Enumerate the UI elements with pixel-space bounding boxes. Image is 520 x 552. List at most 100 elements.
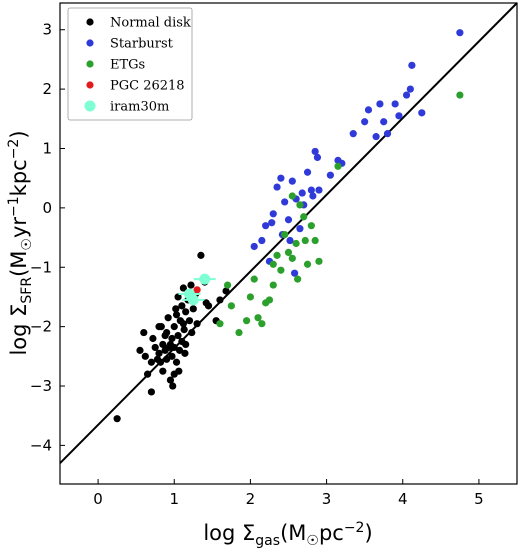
point-normal-disk-26: [174, 331, 182, 340]
point-pgc-26218-0: [193, 286, 201, 294]
point-normal-disk-34: [182, 308, 190, 316]
point-etgs-1: [223, 281, 232, 289]
point-starburst-39: [418, 109, 426, 117]
point-normal-disk-57: [157, 323, 165, 331]
point-normal-disk-58: [179, 320, 187, 328]
point-normal-disk-47: [216, 296, 224, 304]
point-normal-disk-8: [151, 343, 159, 352]
legend-label: iram30m: [110, 100, 169, 115]
point-etgs-5: [246, 293, 255, 301]
point-normal-disk-14: [159, 367, 167, 375]
point-starburst-37: [406, 85, 414, 93]
point-normal-disk-38: [187, 281, 195, 289]
y-tick-label: 2: [42, 80, 52, 98]
axis-ticks: 0 1 2 3 4 5 −4 −3 −2 −1 0 1 2 3: [30, 21, 484, 508]
point-starburst-36: [402, 91, 411, 99]
point-normal-disk-4: [143, 370, 152, 378]
y-tick-label: −3: [30, 377, 52, 395]
point-normal-disk-23: [170, 343, 178, 352]
point-etgs-7: [254, 314, 262, 322]
point-etgs-18: [296, 201, 304, 209]
x-tick-label: 2: [246, 490, 256, 508]
x-tick-label: 1: [169, 490, 179, 508]
point-normal-disk-39: [189, 305, 197, 313]
legend-marker: [86, 81, 94, 89]
point-starburst-23: [315, 186, 323, 194]
point-etgs-24: [334, 162, 342, 170]
point-normal-disk-50: [169, 382, 177, 390]
point-etgs-17: [292, 239, 300, 248]
point-starburst-6: [273, 183, 281, 191]
point-starburst-34: [391, 100, 399, 108]
point-etgs-16: [288, 254, 296, 262]
data-points: [113, 29, 464, 423]
point-normal-disk-25: [172, 358, 181, 366]
point-starburst-10: [284, 216, 293, 224]
legend-label: Normal disk: [110, 16, 191, 31]
point-starburst-19: [307, 186, 315, 194]
point-starburst-9: [281, 198, 289, 206]
point-normal-disk-48: [222, 287, 230, 295]
point-normal-disk-27: [174, 293, 182, 301]
legend-marker: [84, 100, 96, 112]
point-etgs-23: [315, 257, 323, 265]
point-starburst-5: [269, 210, 277, 218]
point-normal-disk-5: [147, 388, 155, 396]
point-normal-disk-59: [170, 370, 178, 378]
point-starburst-29: [364, 106, 373, 114]
point-starburst-40: [456, 29, 464, 37]
point-starburst-13: [290, 269, 299, 277]
point-normal-disk-13: [159, 340, 167, 349]
fit-line: [59, 2, 518, 464]
point-starburst-27: [349, 130, 357, 138]
point-normal-disk-55: [168, 334, 176, 343]
point-starburst-28: [361, 118, 369, 126]
point-starburst-20: [309, 192, 317, 200]
point-normal-disk-30: [178, 302, 186, 310]
point-etgs-0: [216, 320, 224, 328]
point-normal-disk-12: [156, 358, 165, 366]
legend-label: ETGs: [110, 58, 145, 73]
point-starburst-2: [262, 222, 270, 230]
point-normal-disk-42: [197, 251, 205, 259]
point-starburst-31: [376, 100, 384, 108]
point-starburst-33: [383, 130, 392, 138]
point-normal-disk-32: [179, 284, 187, 292]
point-starburst-15: [296, 225, 304, 233]
point-normal-disk-35: [182, 340, 190, 349]
y-tick-label: 3: [42, 21, 52, 39]
point-starburst-18: [303, 168, 312, 176]
y-tick-label: 1: [42, 139, 52, 157]
y-tick-label: −4: [30, 436, 52, 454]
point-normal-disk-7: [149, 334, 157, 343]
point-etgs-10: [265, 296, 274, 304]
point-etgs-25: [269, 260, 277, 268]
point-normal-disk-53: [181, 349, 189, 357]
point-starburst-22: [313, 153, 322, 161]
point-normal-disk-22: [170, 323, 178, 331]
point-normal-disk-0: [113, 415, 121, 423]
point-starburst-30: [372, 133, 380, 141]
point-starburst-32: [380, 118, 388, 126]
point-starburst-16: [298, 189, 306, 197]
point-etgs-22: [311, 236, 319, 245]
y-tick-label: −1: [30, 258, 52, 276]
point-normal-disk-18: [164, 314, 172, 322]
legend-marker: [86, 39, 94, 47]
y-axis-label: log ΣSFR(M☉yr−1kpc−2): [6, 130, 35, 355]
point-etgs-13: [277, 266, 285, 274]
point-etgs-15: [284, 248, 293, 257]
point-starburst-7: [277, 174, 285, 182]
point-normal-disk-24: [172, 305, 180, 313]
point-normal-disk-21: [168, 352, 176, 360]
point-starburst-11: [286, 236, 294, 245]
x-axis-label: log Σgas(M☉pc−2): [203, 520, 372, 549]
legend-label: PGC 26218: [110, 79, 185, 94]
point-starburst-1: [258, 236, 266, 245]
point-etgs-6: [250, 275, 258, 283]
point-etgs-14: [281, 230, 289, 239]
point-normal-disk-20: [166, 376, 175, 384]
point-starburst-24: [326, 171, 334, 179]
point-starburst-4: [268, 219, 276, 227]
